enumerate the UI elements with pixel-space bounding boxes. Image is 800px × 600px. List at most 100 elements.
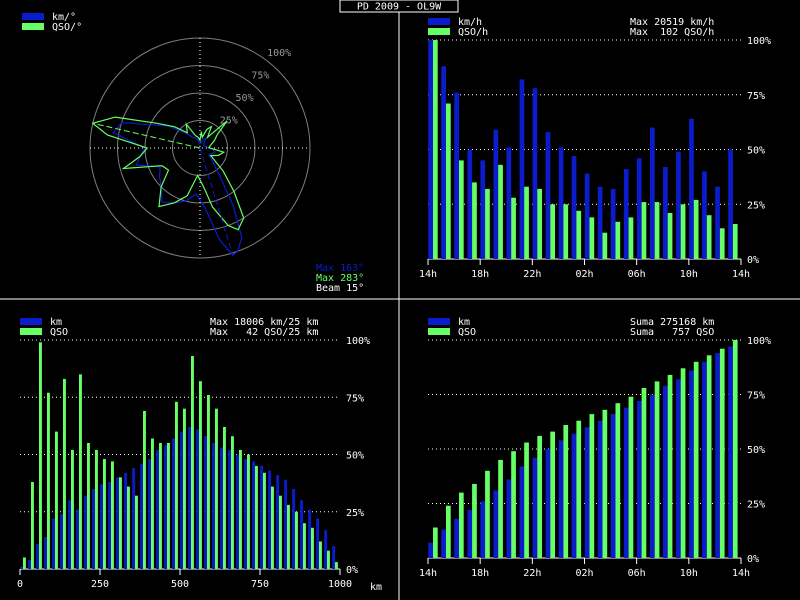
legend-swatch-0 <box>428 18 450 25</box>
bar-qso <box>47 392 50 569</box>
bar-km <box>428 40 433 259</box>
x-tick-label-0: 14h <box>419 568 437 579</box>
x-tick-label-4: 1000 <box>328 579 352 590</box>
bar-km <box>220 447 224 569</box>
bar-km <box>558 440 564 558</box>
legend-label-1: QSO/° <box>52 22 82 33</box>
bar-km <box>92 488 96 569</box>
bar-qso <box>295 511 298 570</box>
bar-km <box>268 470 272 569</box>
x-tick-label-0: 14h <box>419 269 437 280</box>
x-tick-label-4: 06h <box>628 568 646 579</box>
bar-km <box>132 468 136 569</box>
bar-km <box>519 466 525 558</box>
bar-km <box>300 500 304 569</box>
bar-km <box>584 427 590 558</box>
bar-qso <box>485 470 490 558</box>
bar-km <box>584 173 590 259</box>
bar-qso <box>524 186 529 259</box>
bar-km <box>467 149 473 259</box>
bar-km <box>164 445 168 569</box>
bar-qso <box>589 217 595 259</box>
bar-km <box>728 149 733 259</box>
bar-km <box>236 454 240 569</box>
y-tick-label-0: 0% <box>747 554 759 565</box>
bar-km <box>284 479 288 569</box>
bar-km <box>52 518 56 569</box>
x-tick-label-2: 22h <box>523 269 541 280</box>
bar-qso <box>602 232 608 259</box>
polar-km-series <box>112 121 243 257</box>
legend-label-0: km <box>458 317 470 328</box>
bar-qso <box>498 459 503 558</box>
bar-km <box>188 427 192 569</box>
bar-qso <box>511 451 516 558</box>
bar-qso <box>335 562 338 569</box>
legend-swatch-1 <box>428 328 450 335</box>
bar-km <box>623 169 629 259</box>
bar-km <box>20 566 24 569</box>
bar-km <box>28 559 32 569</box>
bar-qso <box>719 348 725 558</box>
bar-km <box>663 385 668 558</box>
x-unit-label: km <box>370 582 382 593</box>
bar-qso <box>135 495 138 569</box>
legend-swatch-1 <box>428 28 450 35</box>
y-tick-label-2: 50% <box>747 146 765 157</box>
bar-km <box>506 479 512 558</box>
bar-qso <box>111 461 114 569</box>
x-tick-label-0: 0 <box>17 579 23 590</box>
window-title: PD 2009 - OL9W <box>357 2 442 13</box>
bar-km <box>480 501 486 558</box>
bar-km <box>623 407 629 558</box>
bar-qso <box>472 182 477 259</box>
bar-qso <box>231 436 234 569</box>
bar-qso <box>151 438 154 569</box>
y-tick-label-3: 75% <box>747 91 765 102</box>
bar-km <box>228 449 232 569</box>
bar-qso <box>239 449 242 569</box>
bar-qso <box>255 465 258 569</box>
bar-qso <box>183 408 186 569</box>
bar-km <box>636 158 642 259</box>
legend-swatch-1 <box>22 23 44 30</box>
bar-km <box>597 186 603 259</box>
y-tick-label-3: 75% <box>747 391 765 402</box>
legend-label-0: km <box>50 317 62 328</box>
bar-qso <box>706 215 712 259</box>
y-tick-label-4: 100% <box>346 336 370 347</box>
bar-qso <box>537 188 542 259</box>
bar-qso <box>706 355 712 558</box>
info-line-1: Max 42 QSO/25 km <box>210 327 318 338</box>
bar-km <box>84 495 88 569</box>
bar-qso <box>615 221 621 259</box>
bar-qso <box>31 482 34 569</box>
distance-distribution-panel: 0%25%50%75%100%0 250 500 750 1000 kmkmQSOMax … <box>17 317 382 593</box>
bar-qso <box>459 160 464 259</box>
bar-qso <box>680 204 686 260</box>
bar-km <box>597 420 603 558</box>
bar-km <box>244 459 248 569</box>
bar-km <box>180 431 184 569</box>
bar-qso <box>223 427 226 569</box>
bar-km <box>558 147 564 259</box>
bar-km <box>506 147 512 259</box>
x-tick-label-1: 250 <box>91 579 109 590</box>
bar-km <box>519 79 525 260</box>
polar-km-max-beam <box>199 147 234 256</box>
bar-qso <box>199 381 202 569</box>
bar-qso <box>433 40 438 259</box>
bar-qso <box>602 409 608 558</box>
x-tick-label-3: 02h <box>575 568 593 579</box>
polar-ring-label-3: 100% <box>267 48 291 59</box>
bar-km <box>493 129 499 259</box>
bar-qso <box>23 557 26 569</box>
bar-qso <box>175 401 178 569</box>
y-tick-label-3: 75% <box>346 393 364 404</box>
bar-km <box>156 449 160 569</box>
bar-qso <box>641 388 647 558</box>
bar-qso <box>303 523 306 569</box>
bar-qso <box>327 550 330 569</box>
x-tick-label-1: 18h <box>471 269 489 280</box>
